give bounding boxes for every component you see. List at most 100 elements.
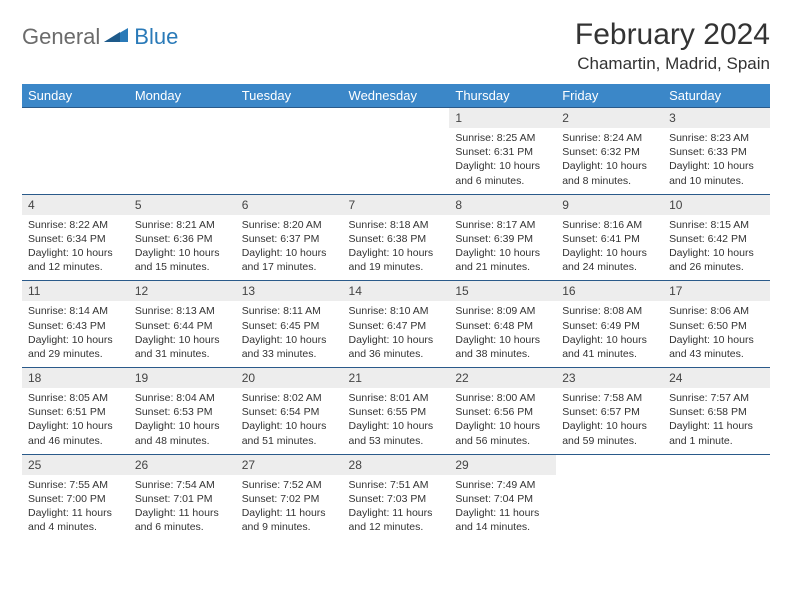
day-number-cell: 16 <box>556 281 663 302</box>
day-number-cell: 1 <box>449 108 556 129</box>
weekday-header: Tuesday <box>236 84 343 108</box>
day-content-cell <box>129 128 236 194</box>
sunset-text: Sunset: 6:54 PM <box>242 405 337 419</box>
day-content-cell: Sunrise: 8:18 AMSunset: 6:38 PMDaylight:… <box>343 215 450 281</box>
sunset-text: Sunset: 6:38 PM <box>349 232 444 246</box>
day-content-cell: Sunrise: 8:05 AMSunset: 6:51 PMDaylight:… <box>22 388 129 454</box>
daylight-text: Daylight: 10 hours and 41 minutes. <box>562 333 657 361</box>
sunrise-text: Sunrise: 7:55 AM <box>28 478 123 492</box>
daylight-text: Daylight: 10 hours and 36 minutes. <box>349 333 444 361</box>
month-title: February 2024 <box>575 18 770 52</box>
daylight-text: Daylight: 11 hours and 9 minutes. <box>242 506 337 534</box>
weekday-header: Friday <box>556 84 663 108</box>
sunset-text: Sunset: 7:04 PM <box>455 492 550 506</box>
sunrise-text: Sunrise: 8:15 AM <box>669 218 764 232</box>
sunset-text: Sunset: 6:56 PM <box>455 405 550 419</box>
sunrise-text: Sunrise: 7:57 AM <box>669 391 764 405</box>
day-number-cell: 10 <box>663 194 770 215</box>
day-number-cell: 2 <box>556 108 663 129</box>
logo-text-general: General <box>22 24 100 50</box>
daylight-text: Daylight: 11 hours and 4 minutes. <box>28 506 123 534</box>
day-number-cell <box>22 108 129 129</box>
sunrise-text: Sunrise: 7:51 AM <box>349 478 444 492</box>
day-content-cell: Sunrise: 8:01 AMSunset: 6:55 PMDaylight:… <box>343 388 450 454</box>
sunset-text: Sunset: 7:03 PM <box>349 492 444 506</box>
day-content-cell: Sunrise: 8:24 AMSunset: 6:32 PMDaylight:… <box>556 128 663 194</box>
day-content-row: Sunrise: 8:05 AMSunset: 6:51 PMDaylight:… <box>22 388 770 454</box>
sunrise-text: Sunrise: 8:16 AM <box>562 218 657 232</box>
day-number-cell: 18 <box>22 368 129 389</box>
logo: General Blue <box>22 18 178 50</box>
daylight-text: Daylight: 10 hours and 46 minutes. <box>28 419 123 447</box>
sunset-text: Sunset: 6:36 PM <box>135 232 230 246</box>
day-content-cell: Sunrise: 7:55 AMSunset: 7:00 PMDaylight:… <box>22 475 129 541</box>
day-number-row: 45678910 <box>22 194 770 215</box>
sunset-text: Sunset: 6:48 PM <box>455 319 550 333</box>
sunrise-text: Sunrise: 8:24 AM <box>562 131 657 145</box>
day-content-cell: Sunrise: 7:51 AMSunset: 7:03 PMDaylight:… <box>343 475 450 541</box>
sunset-text: Sunset: 6:42 PM <box>669 232 764 246</box>
sunset-text: Sunset: 6:53 PM <box>135 405 230 419</box>
daylight-text: Daylight: 10 hours and 29 minutes. <box>28 333 123 361</box>
day-content-cell: Sunrise: 8:22 AMSunset: 6:34 PMDaylight:… <box>22 215 129 281</box>
day-content-cell: Sunrise: 8:16 AMSunset: 6:41 PMDaylight:… <box>556 215 663 281</box>
weekday-header: Sunday <box>22 84 129 108</box>
sunrise-text: Sunrise: 8:23 AM <box>669 131 764 145</box>
sunrise-text: Sunrise: 8:20 AM <box>242 218 337 232</box>
daylight-text: Daylight: 10 hours and 21 minutes. <box>455 246 550 274</box>
day-content-row: Sunrise: 8:25 AMSunset: 6:31 PMDaylight:… <box>22 128 770 194</box>
logo-text-blue: Blue <box>134 24 178 50</box>
location-text: Chamartin, Madrid, Spain <box>575 54 770 74</box>
daylight-text: Daylight: 10 hours and 31 minutes. <box>135 333 230 361</box>
day-content-cell: Sunrise: 8:04 AMSunset: 6:53 PMDaylight:… <box>129 388 236 454</box>
daylight-text: Daylight: 10 hours and 53 minutes. <box>349 419 444 447</box>
day-number-cell: 23 <box>556 368 663 389</box>
sunset-text: Sunset: 6:47 PM <box>349 319 444 333</box>
day-content-cell: Sunrise: 8:02 AMSunset: 6:54 PMDaylight:… <box>236 388 343 454</box>
day-number-cell: 21 <box>343 368 450 389</box>
day-number-cell: 19 <box>129 368 236 389</box>
weekday-header: Wednesday <box>343 84 450 108</box>
day-content-cell: Sunrise: 8:11 AMSunset: 6:45 PMDaylight:… <box>236 301 343 367</box>
daylight-text: Daylight: 10 hours and 10 minutes. <box>669 159 764 187</box>
daylight-text: Daylight: 11 hours and 14 minutes. <box>455 506 550 534</box>
day-content-cell: Sunrise: 7:52 AMSunset: 7:02 PMDaylight:… <box>236 475 343 541</box>
sunset-text: Sunset: 6:50 PM <box>669 319 764 333</box>
sunset-text: Sunset: 6:34 PM <box>28 232 123 246</box>
daylight-text: Daylight: 10 hours and 38 minutes. <box>455 333 550 361</box>
day-content-cell: Sunrise: 8:10 AMSunset: 6:47 PMDaylight:… <box>343 301 450 367</box>
day-number-cell: 28 <box>343 454 450 475</box>
sunset-text: Sunset: 6:43 PM <box>28 319 123 333</box>
day-content-row: Sunrise: 8:14 AMSunset: 6:43 PMDaylight:… <box>22 301 770 367</box>
weekday-header: Saturday <box>663 84 770 108</box>
day-number-cell: 6 <box>236 194 343 215</box>
daylight-text: Daylight: 11 hours and 1 minute. <box>669 419 764 447</box>
day-number-row: 11121314151617 <box>22 281 770 302</box>
day-number-cell <box>556 454 663 475</box>
daylight-text: Daylight: 10 hours and 26 minutes. <box>669 246 764 274</box>
day-number-cell: 27 <box>236 454 343 475</box>
day-number-row: 2526272829 <box>22 454 770 475</box>
sunrise-text: Sunrise: 7:54 AM <box>135 478 230 492</box>
daylight-text: Daylight: 10 hours and 43 minutes. <box>669 333 764 361</box>
daylight-text: Daylight: 11 hours and 12 minutes. <box>349 506 444 534</box>
day-content-cell <box>22 128 129 194</box>
sunset-text: Sunset: 6:39 PM <box>455 232 550 246</box>
day-content-cell: Sunrise: 8:25 AMSunset: 6:31 PMDaylight:… <box>449 128 556 194</box>
day-content-cell: Sunrise: 8:09 AMSunset: 6:48 PMDaylight:… <box>449 301 556 367</box>
day-number-cell: 7 <box>343 194 450 215</box>
day-content-row: Sunrise: 7:55 AMSunset: 7:00 PMDaylight:… <box>22 475 770 541</box>
day-number-cell: 5 <box>129 194 236 215</box>
sunrise-text: Sunrise: 8:06 AM <box>669 304 764 318</box>
day-content-cell <box>236 128 343 194</box>
daylight-text: Daylight: 10 hours and 51 minutes. <box>242 419 337 447</box>
day-number-row: 123 <box>22 108 770 129</box>
day-number-cell: 15 <box>449 281 556 302</box>
sunrise-text: Sunrise: 8:10 AM <box>349 304 444 318</box>
day-number-cell: 26 <box>129 454 236 475</box>
sunset-text: Sunset: 6:41 PM <box>562 232 657 246</box>
calendar-table: Sunday Monday Tuesday Wednesday Thursday… <box>22 84 770 540</box>
sunrise-text: Sunrise: 7:58 AM <box>562 391 657 405</box>
sunset-text: Sunset: 6:49 PM <box>562 319 657 333</box>
daylight-text: Daylight: 10 hours and 12 minutes. <box>28 246 123 274</box>
